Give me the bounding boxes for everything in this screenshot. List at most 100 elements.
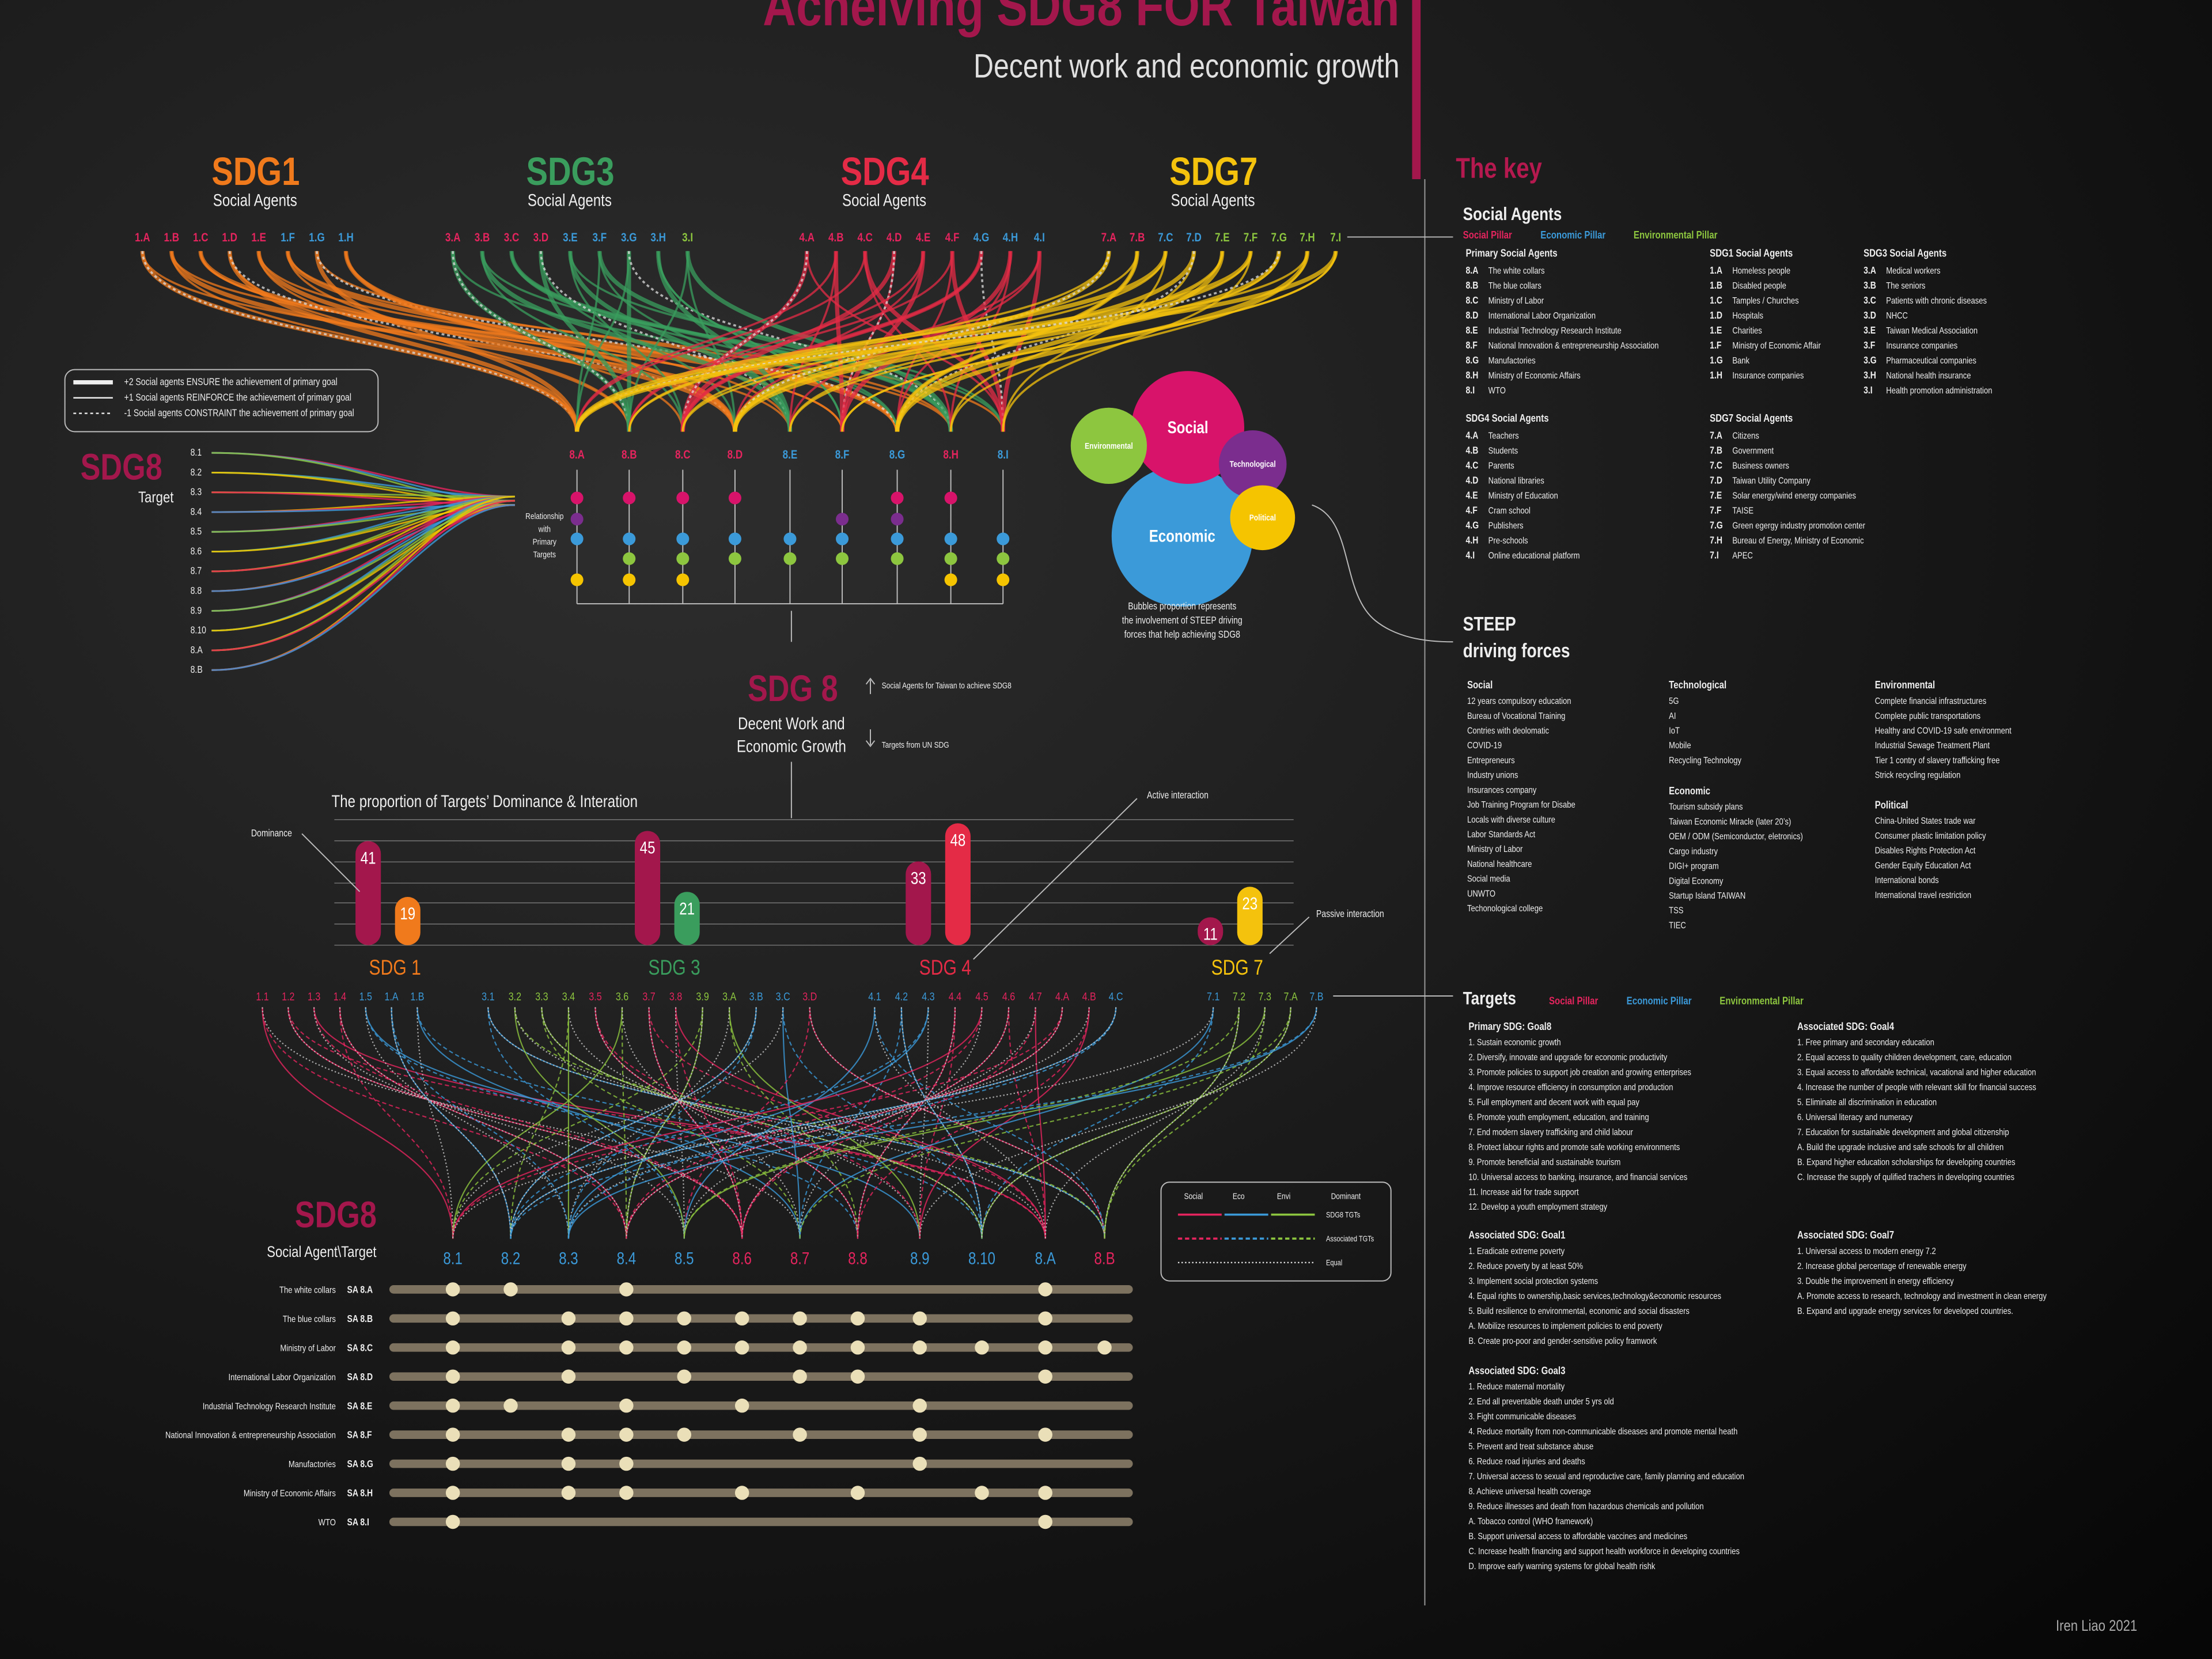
item-name: Disabled people [1732,281,1786,291]
list-item: 4. Reduce mortality from non-communicabl… [1468,1427,1737,1437]
item-name: The blue collars [1488,281,1541,291]
list-item: Strick recycling regulation [1875,770,1961,780]
annotation: Passive interaction [1316,909,1384,920]
list-item: Taiwan Economic Miracle (later 20’s) [1669,817,1791,827]
list-header: Environmental [1875,679,1936,691]
bubble [1131,371,1244,484]
list-item: B. Expand higher education scholarships … [1797,1157,2016,1167]
flow [541,1007,801,1239]
sdg-label: Social Agents [842,191,926,210]
annotation-line [1269,916,1310,955]
list-item: 7. Universal access to sexual and reprod… [1468,1472,1744,1482]
list-item: A. Tobacco control (WHO framework) [1468,1517,1593,1527]
sdg-name: SDG1 [211,150,300,194]
flow [568,251,793,432]
flow [789,251,1281,432]
target-code: 7.1 [1207,990,1219,1003]
flow [782,1007,983,1239]
flow [262,1007,454,1239]
matrix-dot [975,1340,989,1355]
flow [315,251,579,432]
flow [452,1007,1063,1239]
list-header: Primary Social Agents [1465,247,1557,259]
center-subtitle: Economic Growth [737,737,846,756]
list-item: 4. Improve resource efficiency in consum… [1468,1082,1673,1092]
legend-text: +2 Social agents ENSURE the achievement … [124,377,338,388]
list-item: Social media [1467,874,1510,884]
flow [416,1007,983,1239]
agent-code: 1.C [193,231,209,244]
flow [256,251,737,432]
caption: the involvement of STEEP driving [1122,615,1243,626]
row-name: The blue collars [283,1315,336,1324]
target-code: 3.5 [589,990,601,1003]
flow [741,1007,1036,1239]
list-item: 5. Full employment and decent work with … [1468,1097,1639,1107]
flow [287,1007,743,1239]
target-code: 3.B [749,990,763,1003]
line-legend-box [1160,1181,1392,1282]
agent-code: 4.H [1003,231,1018,244]
flow [621,1007,627,1239]
flow [981,1007,1214,1239]
bubble [1111,465,1253,607]
item-name: Manufactories [1488,356,1536,366]
target-code: 1.5 [359,990,372,1003]
flow [514,1007,1046,1239]
item-name: Tamples / Churches [1732,296,1798,306]
category-label: SDG 3 [648,957,700,980]
item-code: 1.H [1710,370,1722,381]
flow [657,251,843,432]
steep-dot [676,552,690,565]
flow [452,1007,983,1239]
matrix-dot [677,1427,691,1442]
credit: Iren Liao 2021 [2056,1618,2137,1635]
item-code: 1.B [1710,281,1722,291]
list-item: Digital Economy [1669,876,1724,886]
list-item: B. Expand and upgrade energy services fo… [1797,1306,2013,1316]
note: with [538,524,551,533]
section-title: Social Agents [1463,204,1562,225]
item-code: 4.H [1465,535,1478,546]
item-code: 8.F [1465,340,1477,351]
matrix-dot [1038,1369,1052,1384]
value-label: 19 [400,904,415,923]
item-name: TAISE [1732,506,1753,516]
steep-dot [997,573,1010,586]
list-item: 12 years compulsory education [1467,696,1571,706]
list-item: Cargo industry [1669,847,1718,857]
agent-code: 8.E [783,448,798,461]
target-code: 8.5 [191,527,202,537]
flow [416,1007,454,1239]
flow [628,251,689,432]
steep-dot [783,532,797,546]
matrix-dot [445,1282,460,1297]
item-code: 4.F [1465,505,1477,516]
target-code: 3.D [802,990,817,1003]
target-code: 4.B [1082,990,1096,1003]
flow [170,251,578,432]
flow [980,251,1005,432]
target-code: 8.7 [191,566,202,577]
flow [626,1007,703,1239]
row-name: Ministry of Labor [280,1343,336,1353]
list-item: Tourism subsidy plans [1669,802,1743,812]
target-code: 4.6 [1002,990,1015,1003]
steep-dot [623,491,636,505]
flow [416,1007,801,1239]
flow [626,1007,983,1239]
item-name: Business owners [1732,461,1789,471]
agent-code: 3.F [592,231,607,244]
target-code: 8.3 [191,487,202,498]
target-code: 3.4 [562,990,575,1003]
item-name: Insurance companies [1732,371,1804,381]
row-code: SA 8.A [347,1285,373,1296]
list-item: TSS [1669,906,1684,916]
matrix-column: 8.5 [675,1249,694,1268]
matrix-column: 8.4 [617,1249,637,1268]
flow [741,1007,1010,1239]
steep-dot [944,573,957,586]
list-item: China-United States trade war [1875,816,1976,826]
flow [567,1007,1117,1239]
